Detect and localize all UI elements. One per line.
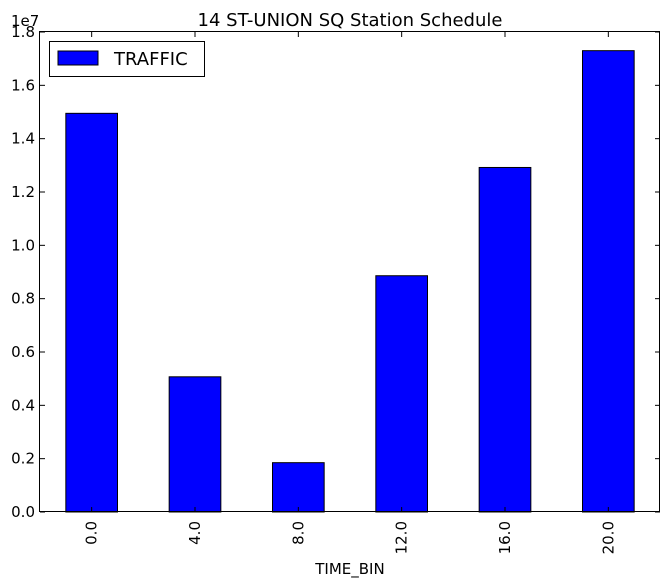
y-tick-label: 0.8 [11, 290, 35, 308]
bar-8.0 [272, 462, 325, 513]
legend: TRAFFIC [49, 41, 205, 77]
bar-20.0 [582, 50, 635, 513]
y-tick-label: 1.0 [11, 236, 35, 254]
y-tick-label: 0.6 [11, 343, 35, 361]
y-tick-label: 1.6 [11, 76, 35, 94]
legend-swatch [57, 50, 99, 66]
plot-frame [39, 31, 660, 512]
y-tick-label: 1.4 [11, 130, 35, 148]
legend-label: TRAFFIC [113, 49, 188, 70]
bar-12.0 [375, 275, 428, 513]
bars-group [65, 50, 635, 513]
x-tick-label: 20.0 [599, 521, 617, 554]
x-axis-label: TIME_BIN [314, 560, 384, 579]
x-axis-ticks: 0.0 4.0 8.0 12.0 16.0 20.0 [83, 32, 617, 554]
x-tick-label: 0.0 [83, 521, 101, 545]
x-tick-label: 4.0 [186, 521, 204, 545]
y-tick-label: 0.0 [11, 503, 35, 521]
chart-title: 14 ST-UNION SQ Station Schedule [198, 10, 503, 31]
bar-4.0 [168, 376, 222, 513]
y-axis-ticks: 0.0 0.2 0.4 0.6 0.8 1.0 1.2 1.4 1.6 1.8 [11, 23, 660, 521]
y-tick-label: 0.4 [11, 396, 35, 414]
y-tick-label: 0.2 [11, 450, 35, 468]
bar-16.0 [478, 166, 532, 513]
y-tick-label: 1.8 [11, 23, 35, 41]
x-tick-label: 8.0 [289, 521, 307, 545]
y-tick-label: 1.2 [11, 183, 35, 201]
x-tick-label: 12.0 [393, 521, 411, 554]
x-tick-label: 16.0 [496, 521, 514, 554]
bar-0.0 [65, 112, 118, 513]
y-axis-offset-label: 1e7 [11, 12, 39, 30]
